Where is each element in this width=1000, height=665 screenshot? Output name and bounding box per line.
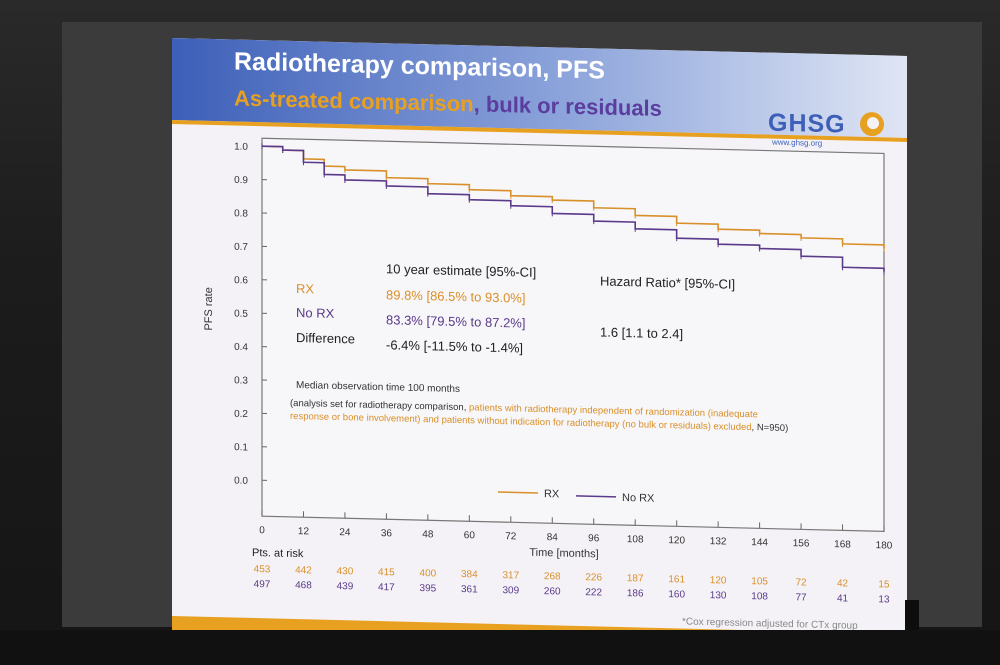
risk-value-norx: 13 [878,594,890,605]
x-tick-label: 0 [259,525,265,536]
risk-value-norx: 77 [796,592,808,603]
y-tick-label: 1.0 [234,142,248,153]
plot-frame [261,137,885,533]
risk-value-norx: 395 [420,583,437,594]
risk-value-rx: 72 [796,577,808,588]
row-hr-norx: 1.6 [1.1 to 2.4] [600,324,683,341]
row-label-rx: RX [296,281,314,296]
risk-table: 453 497 442 468 430 439 415 417 400 395 384 361 317 3… [254,564,890,606]
risk-value-rx: 430 [337,566,354,577]
risk-value-norx: 309 [502,585,519,596]
risk-value-rx: 161 [668,574,685,585]
risk-value-rx: 415 [378,567,395,578]
risk-value-norx: 160 [668,589,685,600]
series-line-no-rx [262,145,885,272]
legend-swatch-rx [498,491,538,494]
risk-value-norx: 41 [837,593,849,604]
legend-swatch-norx [576,495,616,498]
x-tick-label: 180 [876,540,893,551]
pfs-chart: 0.0 0.1 0.2 0.3 0.4 0.5 0.6 0.7 0.8 0.9 1.0 0 12 24 36… [203,137,893,606]
legend-label-rx: RX [544,488,560,500]
risk-value-norx: 439 [337,581,354,592]
y-tick-label: 0.6 [234,275,248,286]
x-tick-label: 108 [627,534,644,545]
row-estimate-difference: -6.4% [-11.5% to -1.4%] [386,337,523,355]
risk-table-label: Pts. at risk [252,547,304,560]
risk-value-rx: 105 [751,576,768,587]
presentation-slide: Radiotherapy comparison, PFS As-treated … [172,38,907,659]
x-tick-label: 72 [505,531,517,542]
y-tick-label: 0.2 [234,409,248,420]
estimate-header: 10 year estimate [95%-CI] [386,261,536,280]
x-tick-label: 120 [668,535,685,546]
risk-value-rx: 15 [878,579,890,590]
row-label-norx: No RX [296,305,335,321]
risk-value-norx: 361 [461,584,478,595]
x-tick-label: 144 [751,537,768,548]
x-tick-label: 48 [422,529,434,540]
x-axis-title: Time [months] [529,547,598,561]
risk-value-rx: 120 [710,575,727,586]
y-tick-label: 0.8 [234,208,248,219]
risk-value-norx: 468 [295,580,312,591]
x-tick-label: 84 [547,532,559,543]
risk-value-norx: 222 [585,587,602,598]
x-tick-label: 60 [464,530,476,541]
median-note: Median observation time 100 months [296,380,460,395]
y-tick-label: 0.0 [234,476,248,487]
y-tick-label: 0.5 [234,309,248,320]
series-layer [261,143,885,275]
risk-value-norx: 260 [544,586,561,597]
axis-ticks: 0.0 0.1 0.2 0.3 0.4 0.5 0.6 0.7 0.8 0.9 1.0 0 12 24 36… [234,142,893,552]
risk-value-rx: 384 [461,569,478,580]
risk-value-rx: 187 [627,573,644,584]
risk-value-norx: 108 [751,591,768,602]
x-tick-label: 132 [710,536,727,547]
risk-value-rx: 453 [254,564,271,575]
x-tick-label: 24 [339,527,351,538]
analysis-note: (analysis set for radiotherapy compariso… [290,398,789,435]
row-estimate-norx: 83.3% [79.5% to 87.2%] [386,312,525,330]
y-tick-label: 0.7 [234,242,248,253]
legend-label-norx: No RX [622,492,655,505]
risk-value-norx: 186 [627,588,644,599]
hr-header: Hazard Ratio* [95%-CI] [600,273,735,291]
risk-value-norx: 497 [254,579,271,590]
analysis-note-end: , N=950) [751,422,789,435]
y-tick-label: 0.9 [234,175,248,186]
audience-foreground [0,630,1000,665]
risk-value-norx: 130 [710,590,727,601]
risk-value-rx: 317 [502,570,519,581]
y-tick-label: 0.3 [234,375,248,386]
x-tick-label: 96 [588,533,600,544]
risk-value-rx: 268 [544,571,561,582]
risk-value-rx: 226 [585,572,602,583]
risk-value-rx: 442 [295,565,312,576]
risk-value-rx: 42 [837,578,849,589]
x-tick-label: 168 [834,539,851,550]
risk-value-norx: 417 [378,582,395,593]
x-tick-label: 12 [298,526,310,537]
x-tick-label: 36 [381,528,393,539]
x-tick-label: 156 [793,538,810,549]
y-tick-label: 0.1 [234,442,248,453]
y-axis-title: PFS rate [203,287,215,331]
risk-value-rx: 400 [420,568,437,579]
row-label-difference: Difference [296,330,355,346]
y-tick-label: 0.4 [234,342,248,353]
row-estimate-rx: 89.8% [86.5% to 93.0%] [386,287,525,305]
